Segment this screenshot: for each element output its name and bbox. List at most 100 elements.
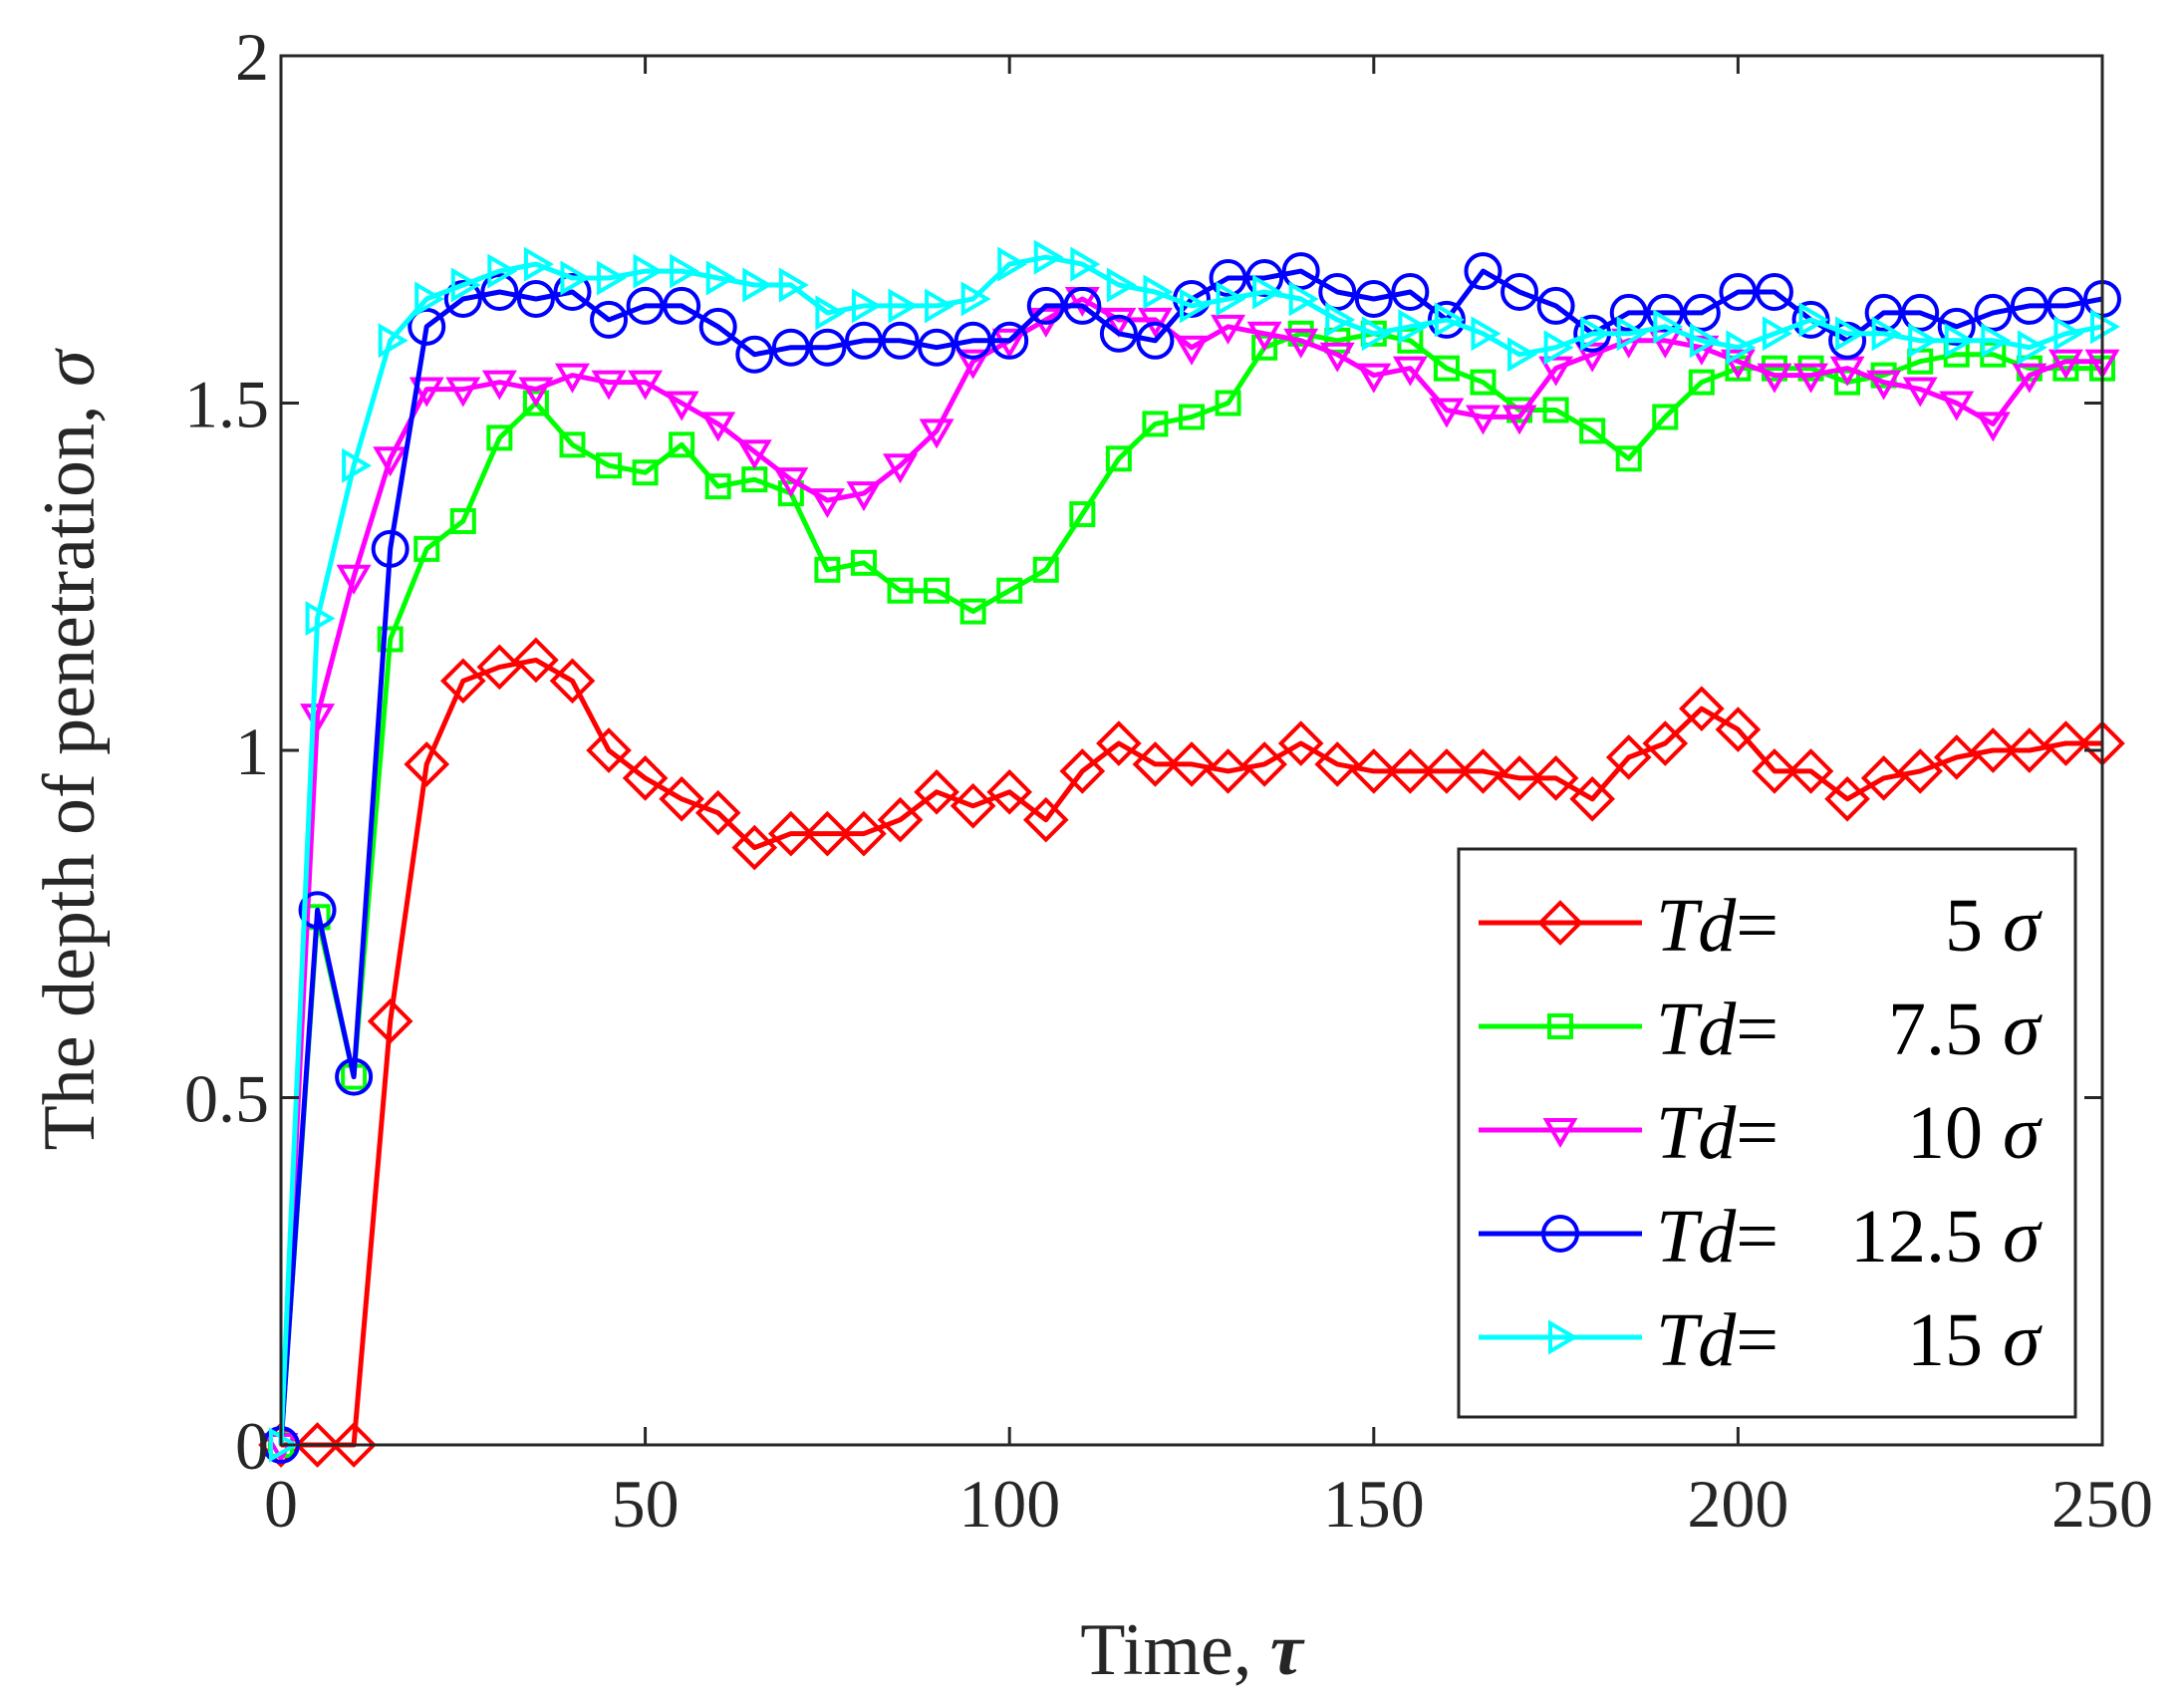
data-point [960,281,991,317]
data-point [404,741,450,787]
data-point [1616,316,1647,352]
legend-entry: Td= 5 σ [1479,884,2043,968]
data-point [487,253,518,289]
data-point [1864,293,1903,332]
data-point [342,447,373,483]
data-point [1246,321,1282,352]
data-point [1314,741,1361,787]
data-point [659,775,704,822]
data-point [443,279,482,318]
data-point [1136,321,1175,360]
data-point [777,480,804,507]
legend-value: 10 [1907,1091,1983,1175]
x-tick-label: 100 [958,1466,1060,1542]
data-point [1429,398,1465,428]
data-point [1646,293,1685,332]
data-point [560,260,591,296]
data-point [300,704,336,734]
data-point [294,1422,341,1468]
data-point [2052,355,2079,382]
data-point [1101,307,1137,338]
legend-label: Td= [1656,988,1778,1071]
data-point [1720,349,1756,380]
data-point [914,768,959,815]
data-point [809,488,845,519]
data-point [1580,316,1611,352]
data-point [1688,369,1715,396]
data-point [851,288,882,324]
data-point [1538,356,1574,387]
legend-entry: Td= 7.5 σ [1479,988,2043,1071]
x-axis-label: Time, τ [1080,1609,1305,1691]
data-point [1615,445,1642,472]
data-point [704,473,731,500]
legend-value: 5 [1945,884,1983,968]
data-point [1283,328,1319,359]
x-tick-label: 50 [612,1466,680,1542]
data-point [877,796,924,843]
y-tick-label: 0.5 [184,1061,269,1137]
data-point [1033,239,1064,275]
data-point [450,267,481,303]
data-point [2017,330,2048,366]
legend-unit: σ [2003,1091,2043,1175]
data-point [1209,259,1247,298]
data-point [336,564,372,595]
data-point [1319,342,1355,373]
data-point [377,626,404,653]
series-1 [258,637,2125,1468]
data-point [1834,369,1861,396]
legend-marker [1548,1319,1578,1355]
data-point [1318,272,1357,311]
data-point [924,577,951,604]
data-point [1866,370,1902,401]
data-point [1099,314,1138,353]
legend-marker [1537,900,1583,946]
data-point [523,246,554,282]
data-point [731,824,778,871]
data-point [990,321,1029,360]
data-point [986,768,1033,815]
data-point [590,300,629,339]
y-tick-label: 2 [235,19,269,95]
data-point [1143,274,1174,310]
legend-unit: σ [2003,1195,2043,1278]
data-point [1059,748,1106,794]
data-point [1277,720,1324,766]
data-point [1497,755,1542,801]
legend-entry: Td= 12.5 σ [1479,1195,2043,1278]
data-point [925,288,956,324]
data-point [1106,267,1137,303]
data-point [1543,330,1574,366]
data-point [844,321,883,360]
data-point [1392,356,1428,387]
data-point [698,307,737,346]
legend-label: Td= [1656,884,1778,968]
data-point [1434,302,1465,338]
legend-marker [1541,1215,1579,1253]
data-point [1252,274,1283,310]
data-point [2053,316,2084,352]
data-point [1063,286,1102,325]
data-point [1502,405,1537,435]
data-point [1609,293,1648,332]
data-point [1689,323,1720,359]
data-point [1835,316,1866,352]
series-2 [268,320,2115,1458]
data-point [1975,412,2011,442]
legend-value: 12.5 [1850,1195,1983,1278]
data-point [735,335,774,374]
data-point [1216,281,1246,317]
data-point [633,253,664,289]
data-point [378,323,409,359]
y-axis-label: The depth of penetration, σ [29,348,111,1150]
data-point [1974,293,2013,332]
data-point [1970,727,2017,773]
data-point [628,370,664,401]
data-point [742,267,773,303]
data-point [597,260,628,296]
data-point [1901,293,1940,332]
legend-label: Td= [1656,1298,1778,1382]
data-point [516,279,555,318]
